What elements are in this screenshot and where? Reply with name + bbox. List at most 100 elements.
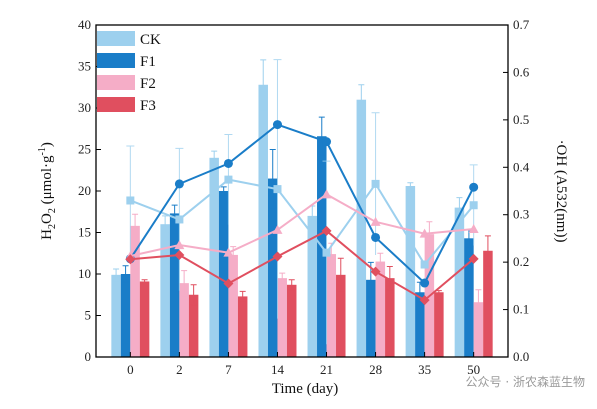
tick-label-right-0.7: 0.7	[513, 17, 530, 32]
legend: CK F1 F2 F3	[97, 31, 161, 114]
legend-label-CK: CK	[140, 32, 161, 48]
bar-F3-0	[139, 281, 150, 357]
bar-CK-7	[209, 157, 219, 357]
bar-CK-50	[454, 207, 465, 357]
marker-F1-7	[223, 158, 233, 168]
tick-label-left-0: 0	[85, 349, 92, 364]
tick-label-x-7: 7	[225, 362, 232, 377]
errorbar-F3-14	[288, 279, 295, 291]
tick-label-right-0.4: 0.4	[513, 159, 530, 174]
marker-F2-28	[370, 216, 381, 226]
y-axis-left-title: H2O2 (μmol·g-1)	[37, 142, 58, 240]
bar-F1-14	[267, 178, 278, 357]
bar-F1-28	[366, 279, 376, 357]
marker-CK-7	[224, 175, 233, 184]
bar-F3-28	[385, 278, 395, 357]
errorbar-F2-2	[181, 270, 188, 297]
errorbar-F2-0	[132, 213, 139, 238]
tick-label-right-0.2: 0.2	[513, 254, 529, 269]
marker-CK-21	[322, 248, 331, 257]
tick-label-x-14: 14	[271, 362, 285, 377]
bar-F3-2	[188, 294, 199, 357]
line-CK	[129, 178, 475, 267]
tick-label-x-2: 2	[176, 362, 183, 377]
marker-F2-21	[321, 189, 332, 199]
marker-CK-0	[126, 196, 135, 205]
marker-F1-14	[272, 120, 282, 130]
marker-F1-35	[420, 278, 430, 288]
legend-label-F2: F2	[140, 76, 156, 92]
marker-CK-2	[175, 215, 184, 224]
marker-F1-2	[174, 179, 184, 189]
errorbar-F2-14	[279, 272, 286, 284]
marker-F1-28	[371, 232, 381, 242]
marker-F2-7	[223, 247, 234, 257]
tick-label-left-15: 15	[78, 225, 91, 240]
bar-F1-0	[120, 274, 131, 357]
bar-F2-0	[130, 225, 140, 357]
x-axis-title: Time (day)	[272, 381, 339, 397]
line-F2	[130, 193, 474, 257]
bar-CK-28	[356, 99, 367, 357]
bar-F2-2	[179, 283, 189, 357]
errorbar-F1-14	[269, 149, 276, 209]
y-axis-right-title: ·OH (A532(nm))	[553, 140, 569, 243]
marker-F3-2	[174, 250, 185, 261]
marker-F3-14	[272, 251, 283, 262]
errorbar-F1-21	[318, 116, 325, 156]
errorbar-F3-2	[190, 284, 197, 306]
errorbar-F1-0	[122, 265, 129, 283]
marker-CK-28	[371, 179, 380, 188]
marker-F1-50	[469, 182, 479, 192]
errorbar-CK-7	[211, 150, 218, 165]
bar-CK-0	[111, 274, 121, 357]
marker-F2-35	[419, 228, 430, 238]
legend-label-F3: F3	[140, 98, 156, 114]
errorbar-CK-35	[407, 182, 414, 190]
bar-F1-50	[464, 238, 474, 357]
tick-label-left-10: 10	[78, 266, 91, 281]
legend-swatch-F1	[97, 53, 135, 68]
tick-label-right-0.5: 0.5	[513, 112, 529, 127]
marker-F1-21	[322, 137, 332, 147]
marker-CK-14	[273, 185, 282, 194]
bar-F3-35	[434, 292, 444, 357]
tick-label-right-0.6: 0.6	[513, 64, 530, 79]
tick-label-x-0: 0	[127, 362, 134, 377]
bar-F1-35	[415, 292, 425, 357]
marker-F2-50	[468, 223, 479, 233]
marker-F3-28	[370, 266, 381, 277]
errorbar-F2-50	[475, 289, 482, 316]
axes	[95, 24, 509, 358]
tick-label-right-0.0: 0.0	[513, 349, 529, 364]
tick-label-left-40: 40	[78, 17, 91, 32]
legend-label-F1: F1	[140, 54, 156, 70]
line-F3	[130, 229, 475, 302]
bar-F3-7	[237, 296, 248, 357]
errorbar-F3-0	[141, 279, 148, 284]
tick-label-x-35: 35	[418, 362, 431, 377]
tick-label-right-0.1: 0.1	[513, 302, 529, 317]
marker-F3-0	[125, 254, 136, 265]
errorbar-CK-28	[358, 84, 365, 116]
legend-swatch-F2	[97, 75, 135, 90]
marker-F2-2	[174, 240, 185, 250]
errorbar-CK-14	[260, 59, 267, 111]
errorbar-F1-7	[220, 186, 227, 196]
marker-CK-35	[420, 260, 429, 269]
bar-F2-50	[473, 302, 484, 357]
bar-CK-21	[307, 215, 318, 357]
bar-layer	[111, 59, 493, 357]
bar-F1-7	[218, 191, 229, 357]
bar-F1-2	[169, 213, 180, 357]
tick-label-x-50: 50	[467, 362, 480, 377]
watermark: 公众号 · 浙农森蓝生物	[466, 374, 585, 389]
bar-F2-7	[228, 254, 238, 357]
bar-F3-21	[336, 274, 346, 357]
tick-labels: 05101520253035400.00.10.20.30.40.50.60.7…	[78, 17, 530, 377]
tick-label-left-20: 20	[78, 183, 91, 198]
errorbar-F3-7	[239, 290, 246, 302]
marker-F3-21	[321, 225, 332, 236]
bar-CK-35	[405, 186, 416, 357]
